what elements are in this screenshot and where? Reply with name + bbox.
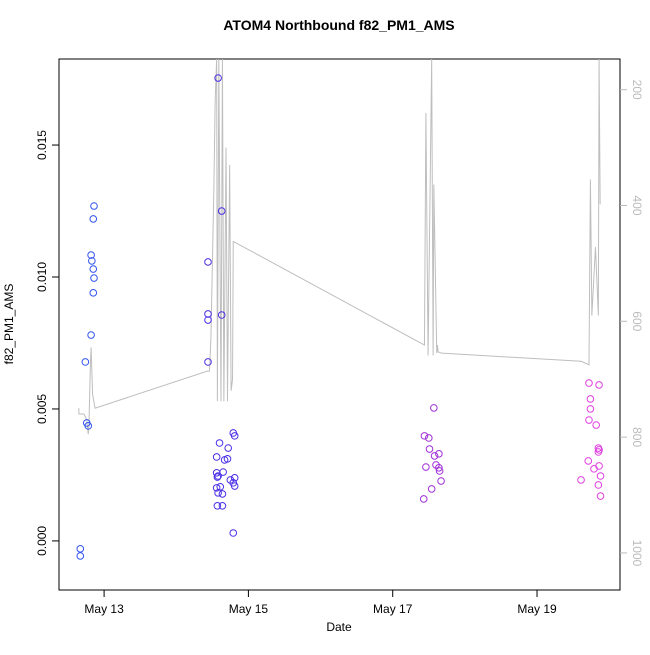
x-axis-label: Date	[326, 620, 352, 634]
point	[213, 502, 222, 510]
y2-tick-label: 800	[630, 427, 644, 447]
point	[586, 395, 595, 403]
point	[427, 485, 436, 493]
line	[78, 59, 601, 435]
y2-tick-label: 200	[630, 80, 644, 100]
point	[87, 331, 95, 339]
line-layer	[78, 59, 601, 435]
point	[214, 489, 222, 497]
point	[212, 453, 221, 461]
x-tick-label: May 19	[517, 602, 557, 616]
point	[212, 484, 221, 492]
point	[595, 462, 603, 470]
x-tick-label: May 13	[84, 602, 124, 616]
y-tick-label: 0.000	[35, 526, 49, 556]
chart-title: ATOM4 Northbound f82_PM1_AMS	[223, 17, 454, 33]
point	[224, 444, 233, 452]
point	[214, 472, 222, 480]
point	[230, 432, 239, 440]
point	[76, 545, 85, 553]
point-layer	[76, 74, 605, 560]
point	[435, 464, 443, 472]
y2-tick-label: 1000	[630, 540, 644, 567]
point	[229, 529, 238, 537]
point	[595, 381, 603, 389]
point	[435, 467, 444, 475]
point	[90, 202, 98, 210]
point	[217, 207, 226, 215]
point	[594, 481, 603, 489]
x-tick-label: May 17	[373, 602, 413, 616]
point	[419, 495, 428, 503]
point	[592, 421, 600, 429]
point	[585, 416, 593, 424]
point	[584, 457, 593, 465]
point	[422, 463, 430, 471]
point	[88, 257, 96, 265]
point	[204, 258, 212, 266]
point	[90, 274, 98, 282]
point	[89, 215, 98, 223]
point	[204, 358, 212, 366]
point	[230, 474, 239, 482]
point	[87, 251, 95, 259]
point	[230, 482, 239, 490]
point	[217, 311, 226, 319]
point	[218, 502, 227, 510]
point	[577, 476, 585, 484]
point	[214, 74, 222, 82]
point	[89, 289, 98, 297]
point	[204, 310, 212, 318]
y-tick-label: 0.015	[35, 130, 49, 160]
point	[425, 445, 434, 453]
point	[435, 450, 443, 458]
point	[586, 405, 595, 413]
point	[218, 490, 227, 498]
point	[420, 432, 429, 440]
point	[424, 434, 433, 442]
y-tick-label: 0.010	[35, 262, 49, 292]
point	[430, 404, 438, 412]
y2-tick-label: 600	[630, 311, 644, 331]
plot-frame	[58, 58, 621, 591]
point	[213, 473, 222, 481]
point	[430, 452, 439, 460]
point	[223, 455, 232, 463]
y-axis-label: f82_PM1_AMS	[2, 284, 16, 365]
point	[596, 492, 605, 500]
point	[437, 477, 445, 485]
x-tick-label: May 15	[229, 602, 269, 616]
point	[89, 265, 98, 273]
point	[76, 552, 85, 560]
point	[204, 316, 212, 324]
y2-tick-label: 400	[630, 195, 644, 215]
point	[215, 439, 224, 447]
point	[219, 468, 227, 476]
point	[594, 448, 603, 456]
point	[84, 422, 93, 430]
y-tick-label: 0.005	[35, 394, 49, 424]
point	[585, 379, 593, 387]
point	[81, 358, 90, 366]
point	[596, 472, 605, 480]
